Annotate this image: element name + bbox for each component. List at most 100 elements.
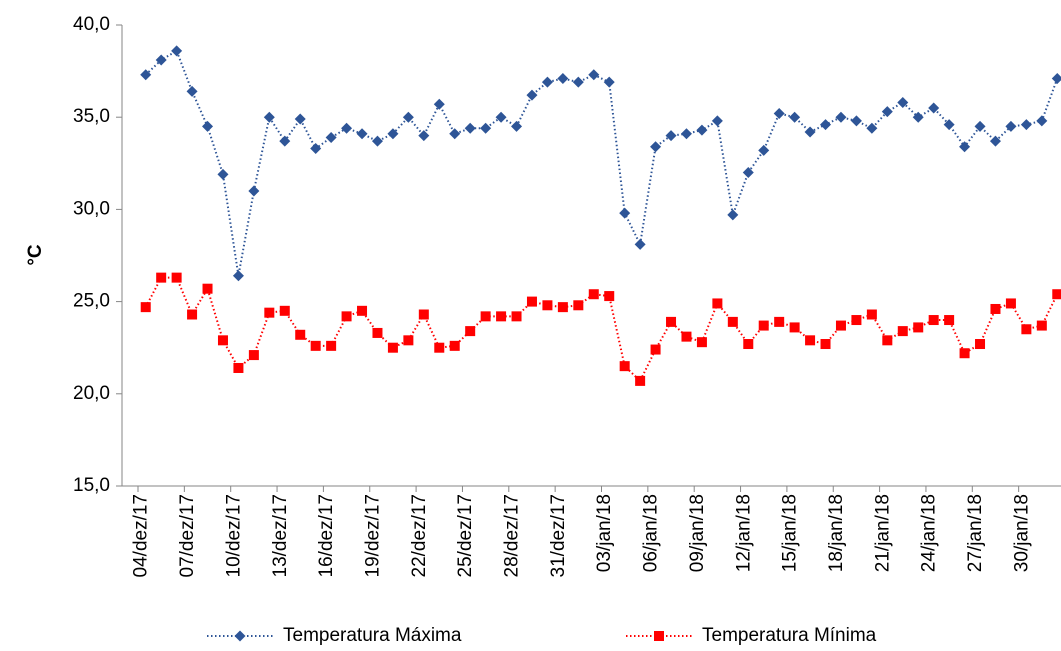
x-tick-label: 30/jan/18 bbox=[1011, 494, 1032, 572]
marker bbox=[187, 309, 198, 320]
marker bbox=[635, 375, 646, 386]
x-tick-label: 06/jan/18 bbox=[641, 494, 662, 572]
marker bbox=[402, 111, 414, 123]
marker bbox=[279, 305, 290, 316]
marker bbox=[959, 141, 971, 153]
marker bbox=[526, 296, 537, 307]
x-tick-label: 25/dez/17 bbox=[455, 494, 476, 577]
marker bbox=[912, 111, 924, 123]
marker bbox=[557, 72, 569, 84]
marker bbox=[711, 115, 723, 127]
marker bbox=[156, 272, 167, 283]
marker bbox=[959, 348, 970, 359]
marker bbox=[665, 130, 677, 142]
series-line bbox=[145, 49, 1059, 276]
marker bbox=[696, 124, 708, 136]
x-tick-label: 03/jan/18 bbox=[594, 494, 615, 572]
marker bbox=[928, 102, 940, 114]
marker bbox=[820, 339, 831, 350]
marker bbox=[1036, 320, 1047, 331]
marker bbox=[928, 315, 939, 326]
marker bbox=[758, 144, 770, 156]
marker bbox=[604, 291, 615, 302]
marker bbox=[217, 168, 229, 180]
marker bbox=[789, 322, 800, 333]
marker bbox=[155, 54, 167, 66]
marker bbox=[171, 272, 182, 283]
marker bbox=[464, 122, 476, 134]
marker bbox=[233, 362, 244, 373]
marker bbox=[680, 128, 692, 140]
marker bbox=[835, 111, 847, 123]
marker bbox=[541, 76, 553, 88]
marker bbox=[773, 108, 785, 120]
marker bbox=[990, 303, 1001, 314]
marker bbox=[557, 302, 568, 313]
marker bbox=[789, 111, 801, 123]
marker bbox=[403, 335, 414, 346]
marker bbox=[264, 307, 275, 318]
marker bbox=[325, 131, 337, 143]
marker bbox=[140, 302, 151, 313]
marker bbox=[1005, 120, 1017, 132]
marker bbox=[295, 329, 306, 340]
marker bbox=[186, 85, 198, 97]
marker bbox=[465, 326, 476, 337]
y-tick-label: 20,0 bbox=[73, 383, 110, 404]
marker bbox=[1036, 115, 1048, 127]
y-tick-label: 30,0 bbox=[73, 198, 110, 219]
marker bbox=[882, 335, 893, 346]
x-tick-label: 21/jan/18 bbox=[872, 494, 893, 572]
marker bbox=[619, 361, 630, 372]
marker bbox=[974, 120, 986, 132]
marker bbox=[171, 45, 183, 57]
marker bbox=[1021, 324, 1032, 335]
marker bbox=[1052, 289, 1061, 300]
marker bbox=[294, 113, 306, 125]
marker bbox=[835, 320, 846, 331]
marker bbox=[1020, 119, 1032, 131]
marker bbox=[511, 120, 523, 132]
plot-area bbox=[140, 45, 1061, 386]
marker bbox=[866, 309, 877, 320]
x-tick-label: 09/jan/18 bbox=[687, 494, 708, 572]
marker bbox=[357, 305, 368, 316]
marker bbox=[263, 111, 275, 123]
marker bbox=[542, 300, 553, 311]
marker bbox=[1051, 72, 1061, 84]
x-tick-label: 16/dez/17 bbox=[316, 494, 337, 577]
marker bbox=[248, 185, 260, 197]
marker bbox=[372, 327, 383, 338]
marker bbox=[758, 320, 769, 331]
marker bbox=[619, 207, 631, 219]
marker bbox=[743, 339, 754, 350]
x-tick-label: 22/dez/17 bbox=[409, 494, 430, 577]
x-tick-label: 15/jan/18 bbox=[780, 494, 801, 572]
marker bbox=[989, 135, 1001, 147]
marker bbox=[650, 141, 662, 153]
x-tick-label: 27/jan/18 bbox=[965, 494, 986, 572]
marker bbox=[650, 344, 661, 355]
x-tick-label: 19/dez/17 bbox=[362, 494, 383, 577]
legend-label: Temperatura Máxima bbox=[283, 625, 462, 646]
marker bbox=[681, 331, 692, 342]
x-tick-label: 13/dez/17 bbox=[270, 494, 291, 577]
marker bbox=[805, 335, 816, 346]
marker bbox=[654, 631, 664, 641]
marker bbox=[588, 69, 600, 81]
marker bbox=[975, 339, 986, 350]
marker bbox=[820, 119, 832, 131]
marker bbox=[449, 128, 461, 140]
marker bbox=[495, 111, 507, 123]
marker bbox=[727, 209, 739, 221]
marker bbox=[603, 76, 615, 88]
x-tick-label: 31/dez/17 bbox=[548, 494, 569, 577]
marker bbox=[696, 337, 707, 348]
marker bbox=[217, 335, 228, 346]
marker bbox=[371, 135, 383, 147]
marker bbox=[588, 289, 599, 300]
marker bbox=[496, 311, 507, 322]
marker bbox=[634, 238, 646, 250]
marker bbox=[234, 630, 246, 642]
